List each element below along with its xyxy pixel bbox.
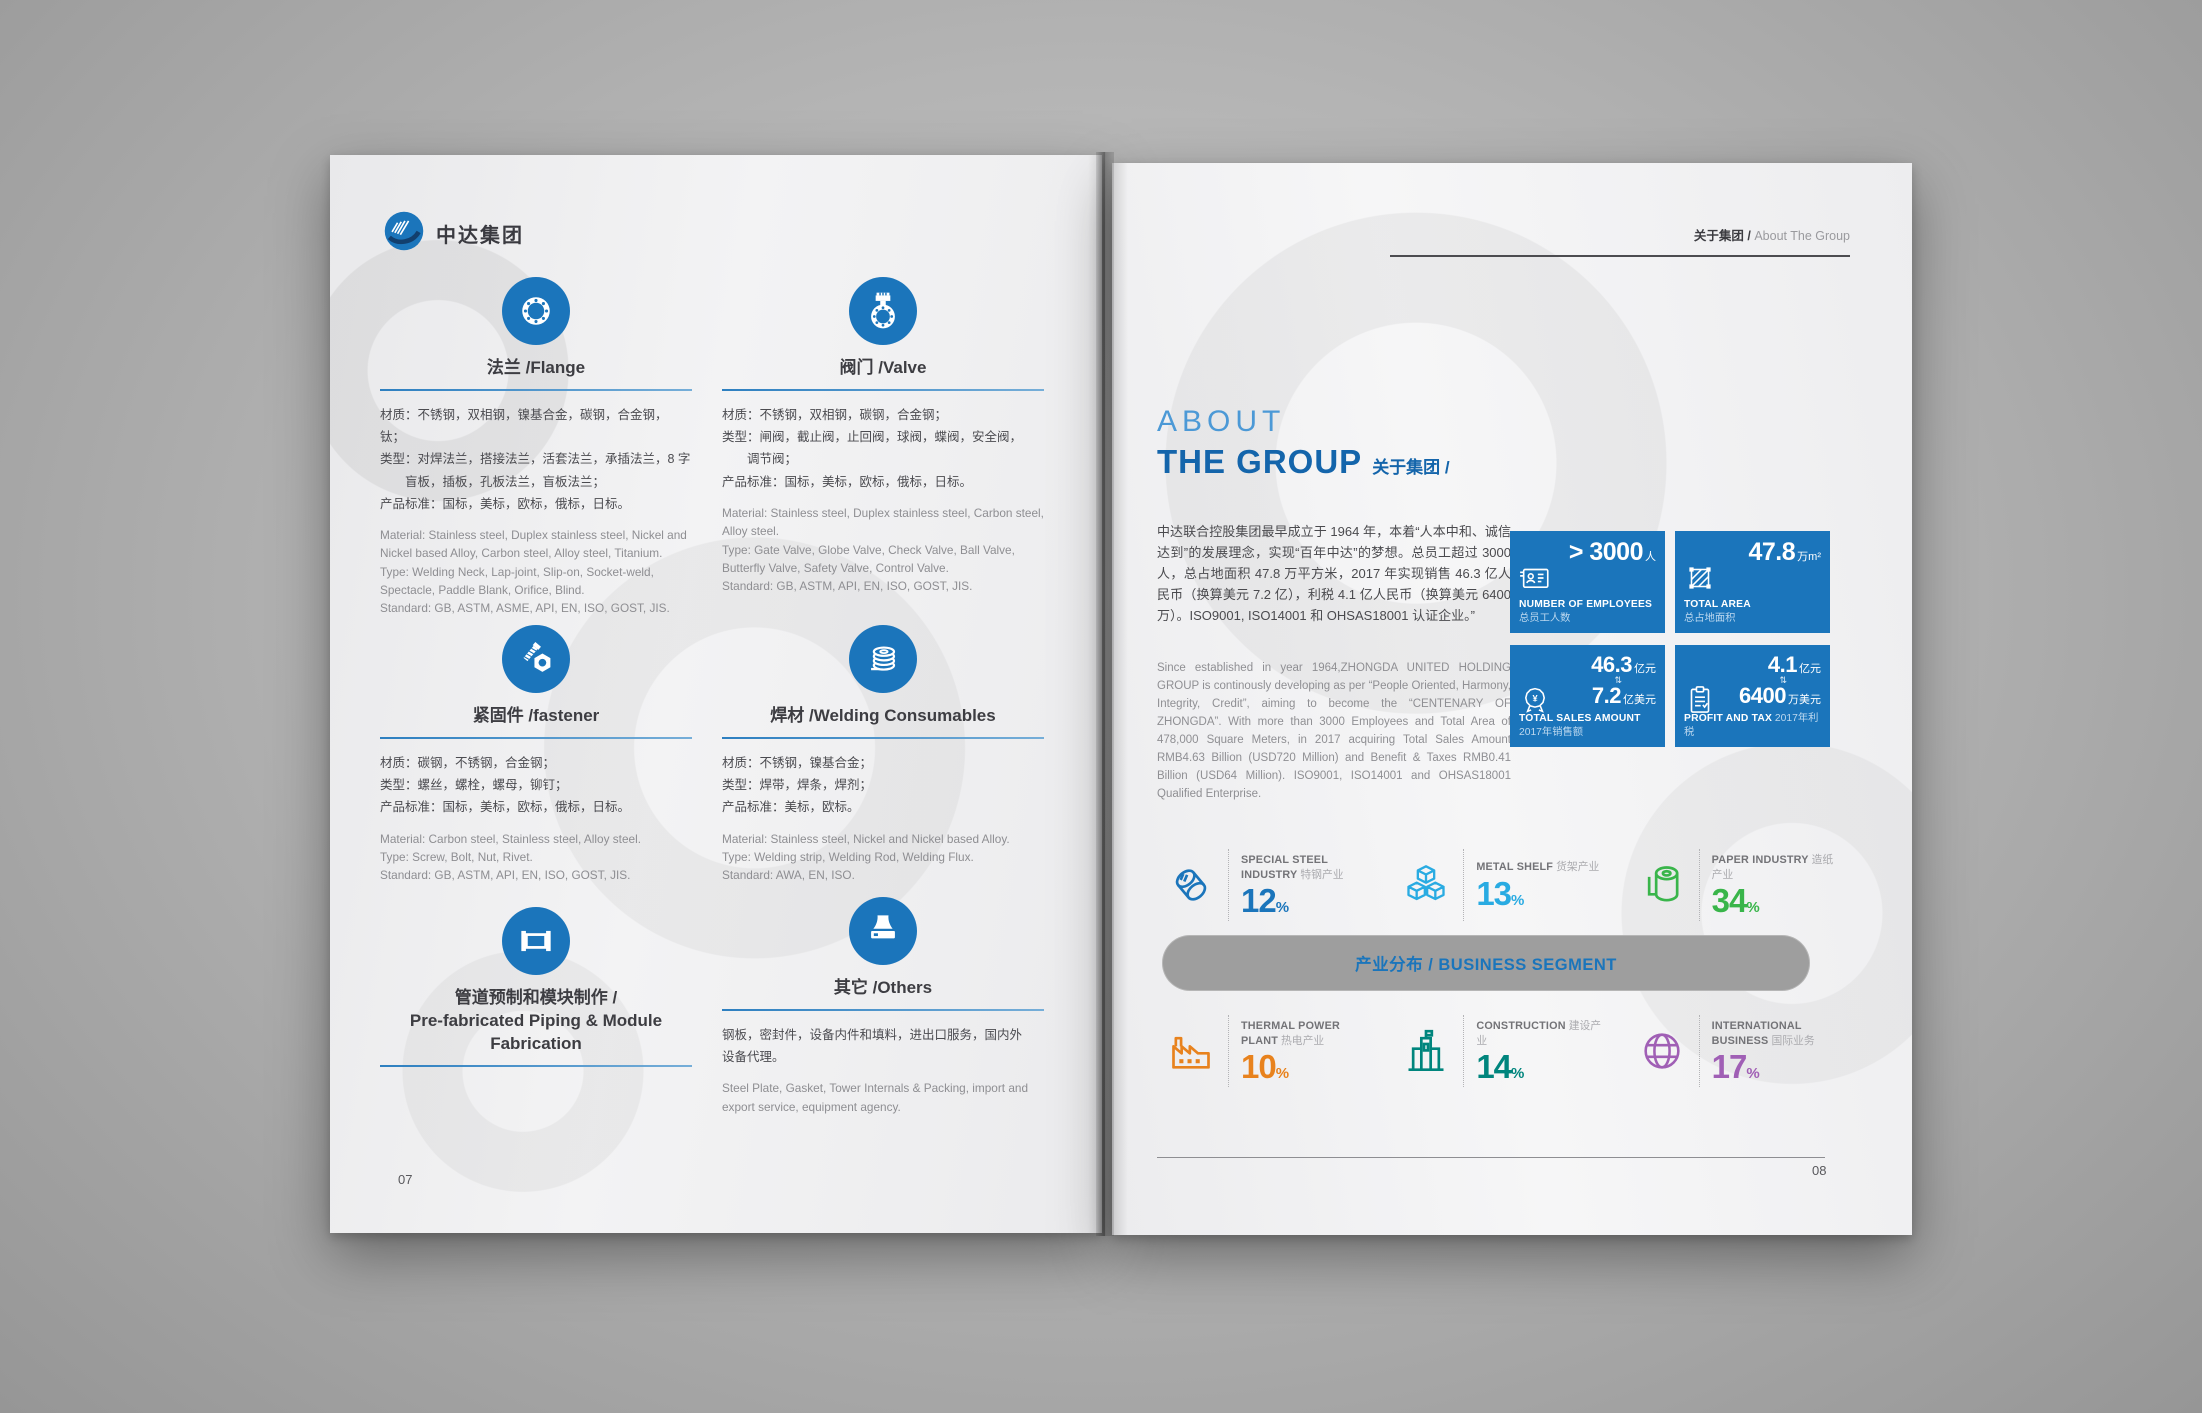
- page-number-left: 07: [398, 1172, 413, 1187]
- page-right: 关于集团 / About The Group ABOUT THE GROUP 关…: [1112, 163, 1912, 1235]
- title-about: ABOUT: [1157, 405, 1286, 438]
- segment-paper-industry: PAPER INDUSTRY 造纸产业 34%: [1631, 849, 1866, 921]
- section-divider: [380, 1064, 692, 1067]
- globe-icon: [1631, 1023, 1693, 1079]
- welding-coil-icon: [849, 625, 917, 693]
- segment-row-bottom: THERMAL POWER PLANT 热电产业 10%: [1160, 1015, 1866, 1087]
- page-left: 中达集团 法兰 /Flange 材质：不锈钢，双相钢，镍基合金，碳钢，合金: [330, 155, 1102, 1233]
- page-title: ABOUT THE GROUP 关于集团 /: [1157, 405, 1450, 481]
- business-segment-banner: 产业分布 / BUSINESS SEGMENT: [1162, 935, 1810, 991]
- about-paragraph-en: Since established in year 1964,ZHONGDA U…: [1157, 662, 1511, 800]
- stat-label: TOTAL AREA 总占地面积: [1684, 599, 1751, 624]
- about-paragraph-cn: 中达联合控股集团最早成立于 1964 年，本着“人本中和、诚信达到”的发展理念，…: [1157, 524, 1511, 624]
- company-logo: 中达集团: [382, 209, 524, 258]
- company-logo-icon: [382, 209, 426, 258]
- stats-grid: > 3000 人 NUMBER OF EMPLOYEES: [1510, 531, 1830, 747]
- clipboard-icon: [1683, 683, 1717, 722]
- section-text-en: Steel Plate, Gasket, Tower Internals & P…: [722, 1081, 1028, 1114]
- segment-thermal-power: THERMAL POWER PLANT 热电产业 10%: [1160, 1015, 1395, 1087]
- stat-value: > 3000 人: [1568, 538, 1656, 566]
- segment-international: INTERNATIONAL BUSINESS 国际业务 17%: [1631, 1015, 1866, 1087]
- section-divider: [722, 388, 1044, 391]
- title-the-group: THE GROUP: [1157, 443, 1363, 480]
- stat-value: 4.1 亿元 ⇅ 6400 万美元: [1684, 653, 1821, 708]
- title-cn: 关于集团 /: [1372, 458, 1450, 477]
- factory-icon: [1160, 1023, 1222, 1079]
- section-title: 阀门 /Valve: [839, 358, 927, 377]
- paper-roll-icon: [1631, 857, 1693, 913]
- product-section-others: 其它 /Others 钢板，密封件，设备内件和填料，进出口服务，国内外 设备代理…: [722, 897, 1044, 1116]
- tower-icon: [849, 897, 917, 965]
- segment-special-steel: SPECIAL STEEL INDUSTRY 特钢产业 12%: [1160, 849, 1395, 921]
- product-section-flange: 法兰 /Flange 材质：不锈钢，双相钢，镍基合金，碳钢，合金钢，钛； 类型：…: [380, 277, 692, 618]
- section-title: 其它 /Others: [833, 978, 933, 997]
- area-icon: [1683, 561, 1717, 600]
- section-text-cn: 材质：不锈钢，镍基合金； 类型：焊带，焊条，焊剂； 产品标准：美标，欧标。: [722, 755, 873, 815]
- section-text-cn: 材质：不锈钢，双相钢，镍基合金，碳钢，合金钢，钛； 类型：对焊法兰，搭接法兰，活…: [380, 407, 691, 511]
- section-title: 焊材 /Welding Consumables: [770, 706, 996, 725]
- cubes-icon: [1395, 857, 1457, 913]
- section-text-en: Material: Carbon steel, Stainless steel,…: [380, 831, 641, 883]
- section-text-en: Material: Stainless steel, Duplex stainl…: [722, 505, 1044, 594]
- exchange-arrows-icon: ⇅: [1779, 674, 1787, 685]
- yuan-badge-icon: ¥: [1518, 683, 1552, 722]
- stat-label: PROFIT AND TAX 2017年利税: [1684, 713, 1819, 738]
- stat-label: TOTAL SALES AMOUNT 2017年销售额: [1519, 713, 1641, 738]
- header-rule: [1390, 255, 1850, 257]
- running-header-cn: 关于集团 /: [1693, 229, 1751, 243]
- stat-profit-tax: 4.1 亿元 ⇅ 6400 万美元 PROFIT AND: [1675, 645, 1830, 747]
- section-text-cn: 材质：不锈钢，双相钢，碳钢，合金钢； 类型：闸阀，截止阀，止回阀，球阀，蝶阀，安…: [722, 407, 1023, 489]
- fastener-icon: [502, 625, 570, 693]
- stat-value: 47.8 万m²: [1748, 538, 1822, 566]
- section-divider: [722, 736, 1044, 739]
- stat-employees: > 3000 人 NUMBER OF EMPLOYEES: [1510, 531, 1665, 633]
- segment-construction: CONSTRUCTION 建设产业 14%: [1395, 1015, 1630, 1087]
- stat-total-sales: 46.3 亿元 ⇅ 7.2 亿美元 ¥ TOTAL SALES AMOUNT: [1510, 645, 1665, 747]
- section-text-en: Material: Stainless steel, Nickel and Ni…: [722, 831, 1010, 883]
- pipe-spool-icon: [502, 907, 570, 975]
- running-header-en: About The Group: [1750, 229, 1850, 243]
- page-number-right: 08: [1812, 1163, 1827, 1178]
- section-title: 紧固件 /fastener: [472, 706, 600, 725]
- product-section-piping: 管道预制和模块制作 / Pre-fabricated Piping & Modu…: [380, 907, 692, 1067]
- flange-icon: [502, 277, 570, 345]
- section-text-cn: 钢板，密封件，设备内件和填料，进出口服务，国内外 设备代理。: [722, 1027, 1023, 1065]
- section-title: 管道预制和模块制作 / Pre-fabricated Piping & Modu…: [409, 988, 663, 1053]
- book-spine: [1096, 152, 1114, 1236]
- section-text-cn: 材质：碳钢，不锈钢，合金钢； 类型：螺丝，螺栓，螺母，铆钉； 产品标准：国标，美…: [380, 755, 631, 815]
- product-section-fastener: 紧固件 /fastener 材质：碳钢，不锈钢，合金钢； 类型：螺丝，螺栓，螺母…: [380, 625, 692, 885]
- id-badge-icon: [1518, 561, 1552, 600]
- stat-value: 46.3 亿元 ⇅ 7.2 亿美元: [1519, 653, 1656, 708]
- product-section-welding: 焊材 /Welding Consumables 材质：不锈钢，镍基合金； 类型：…: [722, 625, 1044, 885]
- section-divider: [722, 1008, 1044, 1011]
- exchange-arrows-icon: ⇅: [1614, 674, 1622, 685]
- company-name: 中达集团: [436, 225, 524, 247]
- stat-label: NUMBER OF EMPLOYEES 总员工人数: [1519, 599, 1653, 624]
- segment-row-top: SPECIAL STEEL INDUSTRY 特钢产业 12% METAL: [1160, 849, 1866, 921]
- running-header: 关于集团 / About The Group: [1694, 225, 1850, 244]
- building-icon: [1395, 1023, 1457, 1079]
- svg-text:¥: ¥: [1532, 693, 1538, 703]
- segment-metal-shelf: METAL SHELF 货架产业 13%: [1395, 849, 1630, 921]
- product-section-valve: 阀门 /Valve 材质：不锈钢，双相钢，碳钢，合金钢； 类型：闸阀，截止阀，止…: [722, 277, 1044, 595]
- section-text-en: Material: Stainless steel, Duplex stainl…: [380, 528, 687, 616]
- footer-rule: [1157, 1157, 1825, 1158]
- section-title: 法兰 /Flange: [486, 358, 586, 377]
- valve-icon: [849, 277, 917, 345]
- stat-total-area: 47.8 万m² TOTAL AREA: [1675, 531, 1830, 633]
- section-divider: [380, 736, 692, 739]
- steel-pipe-icon: [1160, 857, 1222, 913]
- section-divider: [380, 388, 692, 391]
- business-segment-banner-label: 产业分布 / BUSINESS SEGMENT: [1355, 956, 1617, 974]
